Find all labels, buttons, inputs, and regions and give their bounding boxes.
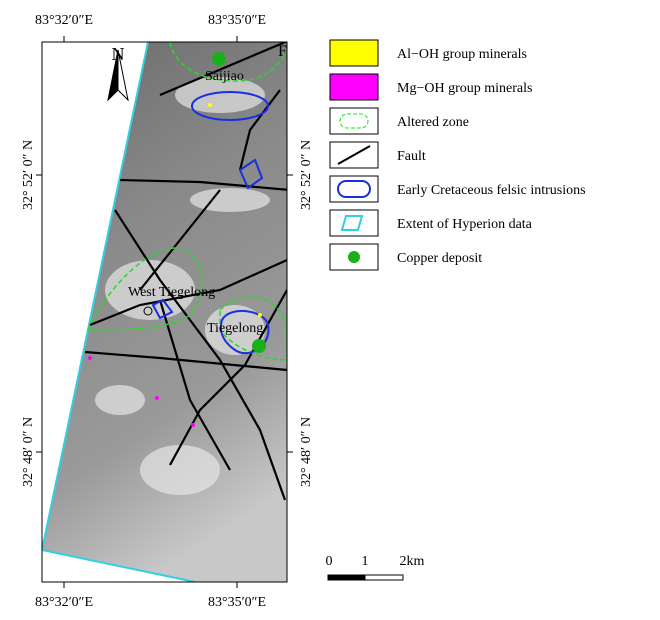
- coord-label: 83°35′0″E: [208, 595, 266, 610]
- corner-label: F: [278, 43, 287, 60]
- coord-label: 32° 52′ 0″ N: [299, 140, 314, 210]
- legend-label: Al−OH group minerals: [397, 47, 527, 62]
- coord-label: 32° 48′ 0″ N: [21, 417, 36, 487]
- coord-label: 83°32′0″E: [35, 13, 93, 28]
- place-label: Tiegelong: [207, 321, 263, 336]
- scale-label: 0: [326, 554, 333, 569]
- coord-label: 83°32′0″E: [35, 595, 93, 610]
- map-figure: N F Saijiao West Tiegelong Tiegelong 83°…: [0, 0, 660, 615]
- legend-label: Altered zone: [397, 115, 469, 130]
- legend-label: Mg−OH group minerals: [397, 81, 532, 96]
- scale-label: 2km: [400, 554, 425, 569]
- legend-label: Copper deposit: [397, 251, 482, 266]
- coord-label: 32° 52′ 0″ N: [21, 140, 36, 210]
- coord-label: 83°35′0″E: [208, 13, 266, 28]
- legend-label: Fault: [397, 149, 426, 164]
- legend-label: Extent of Hyperion data: [397, 217, 533, 232]
- scale-bar: 0 1 2km: [326, 554, 425, 580]
- legend-label: Early Cretaceous felsic intrusions: [397, 183, 586, 198]
- map-area: N F Saijiao West Tiegelong Tiegelong: [42, 40, 300, 600]
- north-label: N: [112, 44, 125, 64]
- coord-label: 32° 48′ 0″ N: [299, 417, 314, 487]
- legend: Al−OH group minerals Mg−OH group mineral…: [330, 40, 586, 270]
- place-label: West Tiegelong: [128, 285, 215, 300]
- scale-label: 1: [362, 554, 369, 569]
- place-label: Saijiao: [205, 69, 244, 84]
